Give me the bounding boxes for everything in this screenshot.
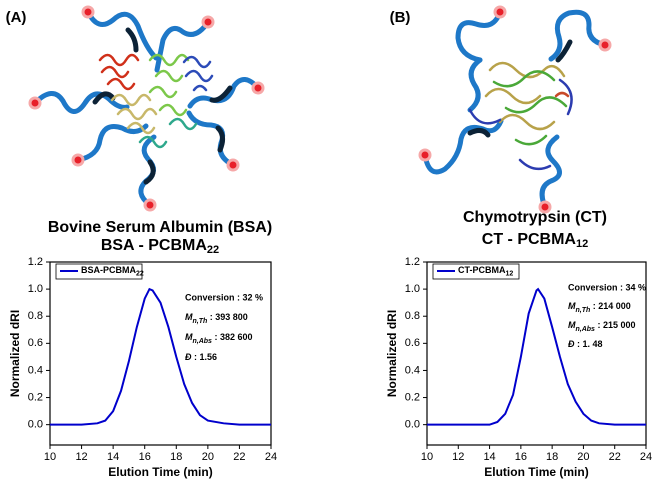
x-tick-label: 20 xyxy=(202,451,214,463)
annotation: Mn,Th : 214 000 xyxy=(568,301,631,313)
y-tick-label: 0.8 xyxy=(28,310,43,322)
y-tick-label: 1.2 xyxy=(405,256,420,268)
x-tick-label: 10 xyxy=(44,451,56,463)
y-tick-label: 0.2 xyxy=(405,391,420,403)
chart-subtitle: CT - PCBMA12 xyxy=(482,231,588,250)
y-tick-label: 0.6 xyxy=(405,337,420,349)
x-tick-label: 24 xyxy=(640,451,652,463)
x-tick-label: 18 xyxy=(546,451,558,463)
y-tick-label: 1.0 xyxy=(405,283,420,295)
legend-box xyxy=(55,263,143,280)
y-tick-label: 0.4 xyxy=(28,364,43,376)
legend-box xyxy=(432,263,520,280)
series-line xyxy=(427,287,646,426)
annotation: Mn,Abs : 382 600 xyxy=(185,332,252,344)
annotation: Mn,Th : 393 800 xyxy=(185,312,248,324)
annotation: Đ : 1. 48 xyxy=(568,339,603,349)
x-tick-label: 22 xyxy=(609,451,621,463)
x-tick-label: 20 xyxy=(577,451,589,463)
ct-illustration xyxy=(418,5,612,214)
panel-label: (A) xyxy=(6,9,27,26)
annotation: Mn,Abs : 215 000 xyxy=(568,320,635,332)
series-line xyxy=(50,287,271,426)
y-tick-label: 1.2 xyxy=(28,256,43,268)
annotation: Conversion : 32 % xyxy=(185,292,263,302)
bsa-illustration xyxy=(28,5,265,212)
x-tick-label: 14 xyxy=(107,451,119,463)
annotation: Conversion : 34 % xyxy=(568,282,646,292)
y-axis-label: Normalized dRI xyxy=(385,310,399,397)
plot-frame xyxy=(426,261,647,446)
x-tick-label: 12 xyxy=(75,451,87,463)
y-tick-label: 0.8 xyxy=(405,310,420,322)
legend-label: BSA-PCBMA22 xyxy=(81,265,144,277)
y-tick-label: 0.6 xyxy=(28,337,43,349)
panel-label: (B) xyxy=(390,9,411,26)
y-tick-label: 0.2 xyxy=(28,391,43,403)
x-axis-label: Elution Time (min) xyxy=(484,465,588,479)
chart-subtitle: BSA - PCBMA22 xyxy=(101,237,219,256)
y-tick-label: 0.0 xyxy=(28,419,43,431)
annotation: Đ : 1.56 xyxy=(185,352,217,362)
y-tick-label: 0.0 xyxy=(405,419,420,431)
plot-frame xyxy=(49,261,272,446)
x-tick-label: 16 xyxy=(139,451,151,463)
chart-title: Chymotrypsin (CT) xyxy=(463,209,607,226)
x-tick-label: 24 xyxy=(265,451,277,463)
x-tick-label: 22 xyxy=(233,451,245,463)
x-tick-label: 14 xyxy=(483,451,495,463)
x-tick-label: 16 xyxy=(515,451,527,463)
y-tick-label: 0.4 xyxy=(405,364,420,376)
x-tick-label: 18 xyxy=(170,451,182,463)
legend-label: CT-PCBMA12 xyxy=(458,265,513,277)
y-tick-label: 1.0 xyxy=(28,283,43,295)
chart-title: Bovine Serum Albumin (BSA) xyxy=(48,219,272,236)
x-tick-label: 10 xyxy=(421,451,433,463)
x-tick-label: 12 xyxy=(452,451,464,463)
y-axis-label: Normalized dRI xyxy=(8,310,22,397)
x-axis-label: Elution Time (min) xyxy=(108,465,212,479)
